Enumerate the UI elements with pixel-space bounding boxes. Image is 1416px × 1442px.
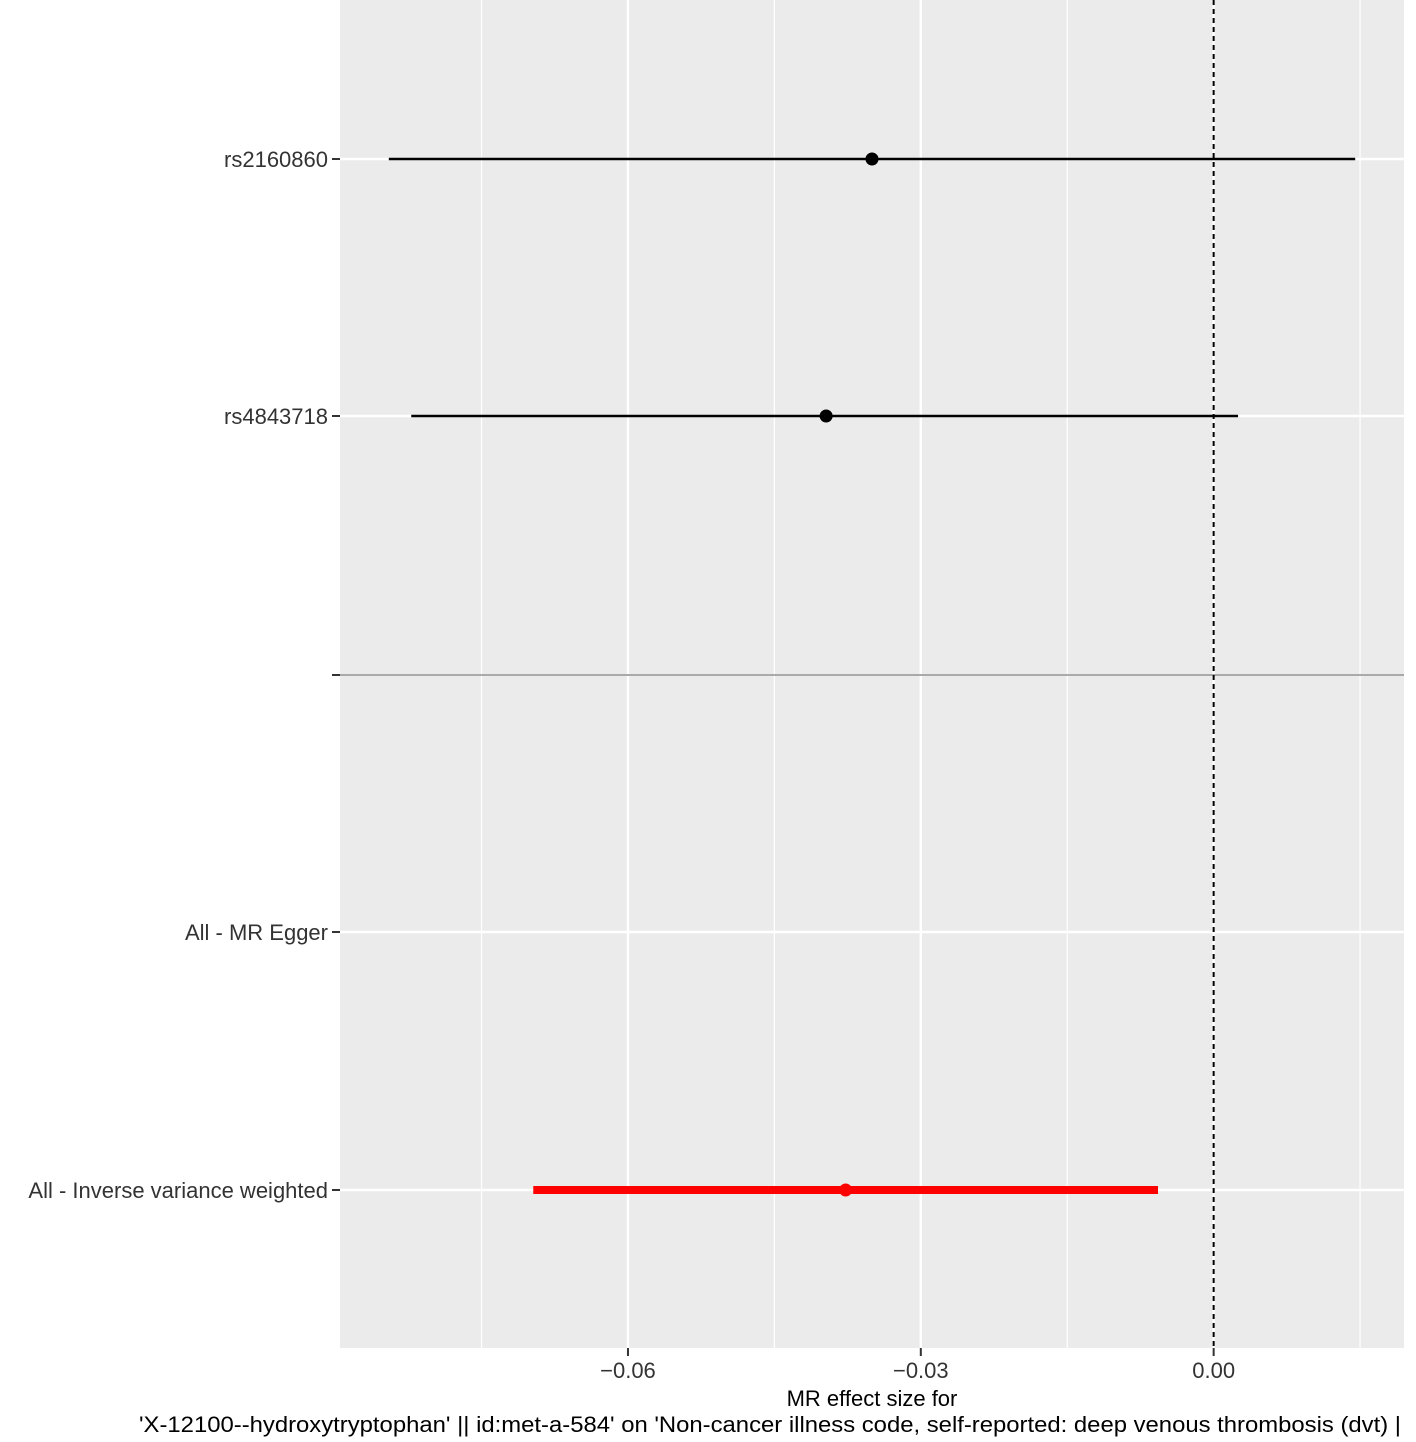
x-axis: −0.06 −0.03 0.00 <box>600 1348 1235 1383</box>
x-tick-label: 0.00 <box>1192 1358 1235 1383</box>
y-tick-label: rs4843718 <box>224 404 328 429</box>
x-axis-title-line1: MR effect size for <box>787 1386 958 1411</box>
estimate-marks <box>388 152 1356 1197</box>
y-tick-label: rs2160860 <box>224 147 328 172</box>
y-tick-label: All - MR Egger <box>185 920 328 945</box>
x-axis-title-line2: 'X-12100--hydroxytryptophan' || id:met-a… <box>139 1412 1401 1437</box>
x-tick-label: −0.03 <box>893 1358 949 1383</box>
point-estimate-1 <box>865 152 879 166</box>
y-axis: rs2160860 rs4843718 All - MR Egger All - In… <box>28 147 340 1203</box>
point-estimate-4 <box>839 1183 853 1197</box>
y-tick-label: All - Inverse variance weighted <box>28 1178 328 1203</box>
point-estimate-2 <box>819 409 833 423</box>
x-tick-label: −0.06 <box>600 1358 656 1383</box>
